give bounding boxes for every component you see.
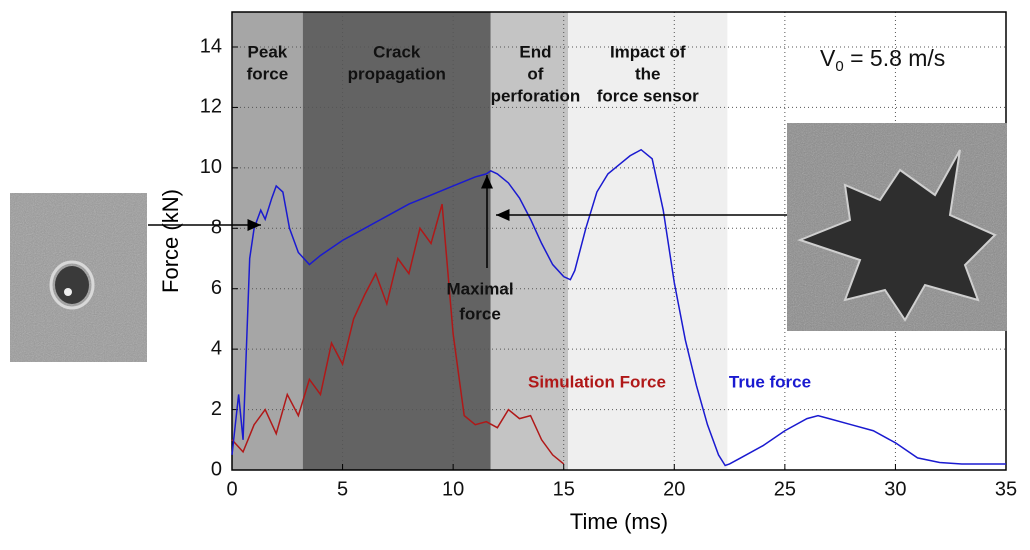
velocity-part: V — [820, 45, 836, 71]
velocity-part: = 5.8 m/s — [844, 45, 946, 71]
x-axis-label: Time (ms) — [570, 509, 668, 534]
x-tick-label: 30 — [884, 478, 906, 500]
plot-area: Peak force Crack propagation End of perforatio… — [158, 11, 1017, 534]
region-label: of — [527, 64, 543, 83]
y-tick-label: 12 — [200, 96, 222, 118]
velocity-part: 0 — [835, 58, 843, 75]
x-tick-label: 15 — [553, 478, 575, 500]
left-inset-image — [10, 193, 147, 362]
annotation: force — [459, 304, 501, 323]
y-tick-label: 2 — [211, 398, 222, 420]
region-label: Peak — [248, 42, 288, 61]
region — [490, 12, 569, 470]
y-tick-label: 10 — [200, 156, 222, 178]
right-inset-image — [787, 123, 1007, 331]
x-tick-label: 25 — [774, 478, 796, 500]
region-label: End — [519, 42, 551, 61]
region-label: Impact of — [610, 42, 686, 61]
region-label: Crack — [373, 42, 421, 61]
region — [232, 12, 303, 470]
series-label: Simulation Force — [528, 372, 666, 391]
x-tick-label: 20 — [663, 478, 685, 500]
series-label: True force — [729, 372, 811, 391]
region — [302, 12, 491, 470]
data-line — [231, 203, 565, 465]
x-tick-label: 5 — [337, 478, 348, 500]
y-axis-label: Force (kN) — [158, 189, 183, 293]
y-tick-label: 6 — [211, 277, 222, 299]
x-tick-label: 0 — [226, 478, 237, 500]
region-label: the — [635, 64, 661, 83]
region-label: force sensor — [597, 86, 699, 105]
x-tick-label: 35 — [995, 478, 1017, 500]
velocity-label: V0 = 5.8 m/s — [820, 45, 945, 75]
y-tick-label: 4 — [211, 337, 222, 359]
region — [568, 12, 728, 470]
y-tick-label: 0 — [211, 458, 222, 480]
region-label: perforation — [491, 86, 581, 105]
y-tick-label: 8 — [211, 217, 222, 239]
y-tick-label: 14 — [200, 35, 222, 57]
region-label: force — [247, 64, 289, 83]
annotation: Maximal — [446, 279, 513, 298]
data-line — [231, 148, 1006, 467]
x-tick-label: 10 — [442, 478, 464, 500]
region-label: propagation — [348, 64, 446, 83]
